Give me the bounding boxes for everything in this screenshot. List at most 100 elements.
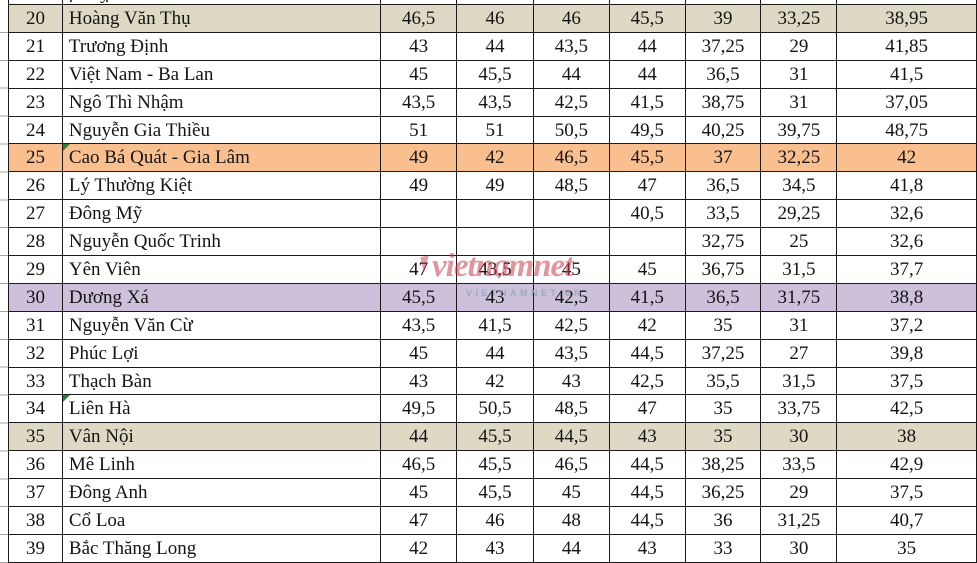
row-number-cell[interactable]: 27: [9, 200, 63, 228]
score-cell[interactable]: 47: [381, 256, 458, 283]
row-number-cell[interactable]: 21: [9, 32, 63, 60]
score-cell[interactable]: 48,5: [534, 395, 610, 423]
score-cell[interactable]: 49,5: [381, 395, 458, 423]
score-cell[interactable]: 32,25: [761, 144, 838, 172]
score-cell[interactable]: 31,75: [761, 283, 838, 311]
school-name-cell[interactable]: Thạch Bàn: [63, 367, 382, 395]
score-cell[interactable]: 51: [457, 116, 534, 144]
score-cell[interactable]: 31: [761, 311, 838, 339]
row-number-cell[interactable]: 39: [9, 534, 63, 562]
score-cell[interactable]: 37,2: [890, 314, 924, 336]
score-cell[interactable]: 48,75: [885, 119, 929, 141]
score-cell[interactable]: [457, 200, 534, 228]
score-cell[interactable]: 49,5: [610, 116, 686, 144]
score-cell[interactable]: [534, 228, 610, 256]
score-cell[interactable]: 36,5: [686, 283, 762, 311]
score-cell[interactable]: 35: [686, 423, 762, 451]
score-cell[interactable]: 38,95: [885, 7, 929, 29]
score-cell[interactable]: 46,5: [534, 144, 610, 172]
score-cell[interactable]: 42: [381, 534, 458, 562]
score-cell[interactable]: 46: [457, 5, 534, 32]
score-cell[interactable]: 43,5: [381, 311, 458, 339]
row-number-cell[interactable]: 24: [9, 116, 63, 144]
score-cell[interactable]: 44: [610, 32, 686, 60]
score-cell[interactable]: 45,5: [457, 423, 534, 451]
school-name-cell[interactable]: Trương Định: [63, 32, 382, 60]
score-cell[interactable]: 42,5: [534, 88, 610, 116]
score-cell[interactable]: 37: [686, 144, 762, 172]
score-cell[interactable]: 42,9: [890, 454, 924, 476]
score-cell[interactable]: 31,25: [761, 507, 838, 534]
row-number-cell[interactable]: 22: [9, 60, 63, 88]
score-cell[interactable]: 31: [761, 88, 838, 116]
score-cell[interactable]: 50,5: [534, 116, 610, 144]
score-cell[interactable]: 35: [686, 311, 762, 339]
score-cell[interactable]: 33,5: [686, 200, 762, 228]
score-cell[interactable]: 45,5: [457, 60, 534, 88]
school-name-cell[interactable]: Mê Linh: [63, 451, 382, 479]
score-cell[interactable]: [457, 228, 534, 256]
score-cell[interactable]: 44: [534, 60, 610, 88]
score-cell[interactable]: 41,8: [890, 175, 924, 197]
score-cell[interactable]: 31,5: [761, 256, 838, 283]
row-number-cell[interactable]: 25: [9, 144, 63, 172]
score-cell[interactable]: 42,5: [534, 283, 610, 311]
score-cell[interactable]: 46,5: [381, 5, 458, 32]
score-cell[interactable]: 35: [686, 395, 762, 423]
school-name-cell[interactable]: Việt Nam - Ba Lan: [63, 60, 382, 88]
score-cell[interactable]: [610, 228, 686, 256]
score-cell[interactable]: 43: [381, 367, 458, 395]
score-cell[interactable]: 42: [457, 144, 534, 172]
score-cell[interactable]: 48: [534, 507, 610, 534]
score-cell[interactable]: 38,8: [890, 286, 924, 308]
score-cell[interactable]: 45,5: [457, 479, 534, 507]
row-number-cell[interactable]: 20: [9, 5, 63, 32]
score-cell[interactable]: 43,5: [381, 88, 458, 116]
row-number-cell[interactable]: 28: [9, 228, 63, 256]
row-number-cell[interactable]: 34: [9, 395, 63, 423]
score-cell[interactable]: 39: [686, 5, 762, 32]
score-cell[interactable]: 45: [610, 256, 686, 283]
row-number-cell[interactable]: 32: [9, 339, 63, 367]
score-cell[interactable]: 30: [761, 534, 838, 562]
score-cell[interactable]: 37,25: [686, 32, 762, 60]
score-cell[interactable]: 43: [610, 534, 686, 562]
score-cell[interactable]: 38,75: [686, 88, 762, 116]
score-cell[interactable]: 48,5: [534, 172, 610, 200]
school-name-cell[interactable]: Phúc Lợi: [63, 339, 382, 367]
score-cell[interactable]: 45,5: [610, 5, 686, 32]
score-cell[interactable]: 43: [381, 32, 458, 60]
score-cell[interactable]: 50,5: [457, 395, 534, 423]
score-cell[interactable]: 40,5: [610, 200, 686, 228]
row-number-cell[interactable]: 33: [9, 367, 63, 395]
score-cell[interactable]: 38: [897, 426, 917, 448]
score-cell[interactable]: 37,7: [890, 258, 924, 280]
row-number-cell[interactable]: 29: [9, 256, 63, 283]
score-cell[interactable]: 44,5: [610, 479, 686, 507]
score-cell[interactable]: 43: [457, 283, 534, 311]
score-cell[interactable]: 42: [610, 311, 686, 339]
score-cell[interactable]: 31: [761, 60, 838, 88]
score-cell[interactable]: 41,5: [610, 283, 686, 311]
score-cell[interactable]: 29: [761, 32, 838, 60]
score-cell[interactable]: 36,75: [686, 256, 762, 283]
score-cell[interactable]: 40,25: [686, 116, 762, 144]
row-number-cell[interactable]: 36: [9, 451, 63, 479]
score-cell[interactable]: 29,25: [761, 200, 838, 228]
score-cell[interactable]: 43,5: [457, 88, 534, 116]
score-cell[interactable]: [381, 200, 458, 228]
score-cell[interactable]: 33,5: [761, 451, 838, 479]
score-cell[interactable]: 44: [610, 60, 686, 88]
score-cell[interactable]: 47: [610, 172, 686, 200]
score-cell[interactable]: 39,8: [890, 342, 924, 364]
score-cell[interactable]: 45: [381, 60, 458, 88]
score-cell[interactable]: 44: [381, 423, 458, 451]
row-number-cell[interactable]: 35: [9, 423, 63, 451]
row-number-cell[interactable]: 30: [9, 283, 63, 311]
score-cell[interactable]: [534, 200, 610, 228]
score-cell[interactable]: 46: [457, 507, 534, 534]
score-cell[interactable]: 32,6: [890, 203, 924, 225]
score-cell[interactable]: 47: [381, 507, 458, 534]
score-cell[interactable]: 32,6: [890, 231, 924, 253]
row-number-cell[interactable]: 37: [9, 479, 63, 507]
